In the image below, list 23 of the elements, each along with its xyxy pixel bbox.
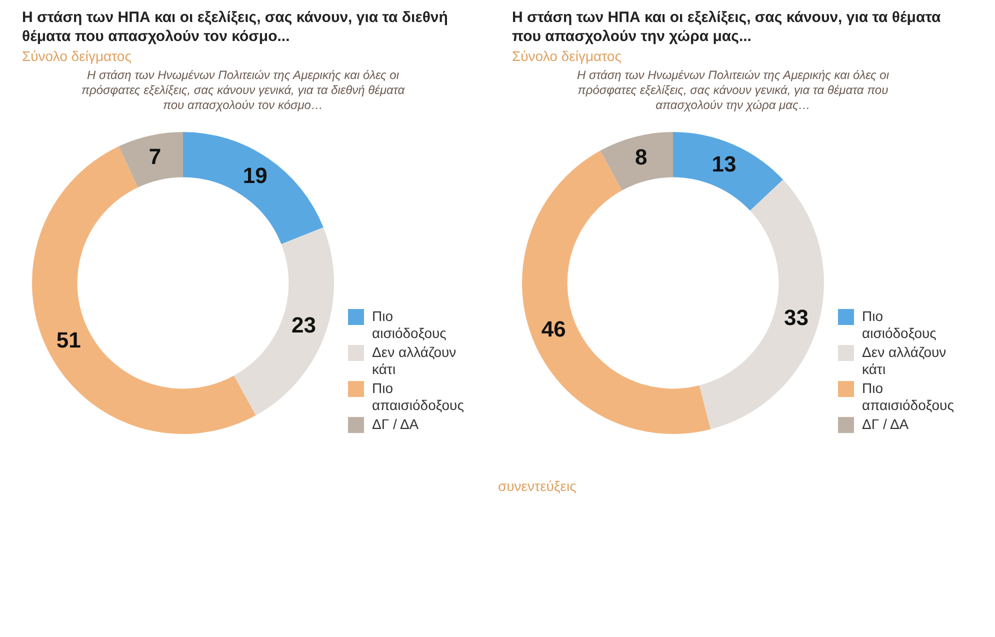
chart-subtitle: Σύνολο δείγματος bbox=[512, 48, 622, 64]
data-label: 7 bbox=[148, 144, 162, 169]
data-label: 13 bbox=[712, 151, 736, 176]
data-label: 46 bbox=[541, 316, 566, 342]
data-label: 8 bbox=[634, 144, 648, 170]
chart-title: Η στάση των ΗΠΑ και οι εξελίξεις, σας κάνουν, για τα διεθνή θέματα που απασχολούν τον κόσμο... bbox=[22, 8, 449, 46]
legend-label: Πιο απαισιόδοξους bbox=[372, 380, 464, 414]
legend-label: ΔΓ / ΔΑ bbox=[372, 416, 420, 433]
data-label: 23 bbox=[292, 312, 316, 338]
data-label: 19 bbox=[242, 162, 268, 188]
data-label: 51 bbox=[56, 327, 81, 352]
legend-label: Πιο αισιόδοξους bbox=[862, 308, 938, 342]
text: συνεντεύξεις bbox=[498, 478, 576, 494]
chart-title: Η στάση των ΗΠΑ και οι εξελίξεις, σας κάνουν, για τα θέματα που απασχολούν την χώρα μας... bbox=[512, 8, 942, 46]
legend-label: Δεν αλλάζουν κάτι bbox=[372, 344, 458, 378]
legend-label: Πιο αισιόδοξους bbox=[372, 308, 448, 342]
text: Η στάση των Ηνωμένων Πολιτειών της Αμερικής και όλες οι πρόσφατες εξελίξεις, σας κάνουν γενικά, για τα θέματα που απασχολούν την χώρα μας… bbox=[576, 68, 890, 113]
data-label: 33 bbox=[784, 304, 808, 330]
legend-label: Πιο απαισιόδοξους bbox=[862, 380, 954, 414]
text: Η στάση των Ηνωμένων Πολιτειών της Αμερικής και όλες οι πρόσφατες εξελίξεις, σας κάνουν γενικά, για τα διεθνή θέματα που απασχολούν τον κόσμο… bbox=[80, 68, 406, 113]
chart-subtitle: Σύνολο δείγματος bbox=[22, 48, 132, 64]
legend-label: ΔΓ / ΔΑ bbox=[862, 416, 910, 433]
legend-label: Δεν αλλάζουν κάτι bbox=[862, 344, 948, 378]
